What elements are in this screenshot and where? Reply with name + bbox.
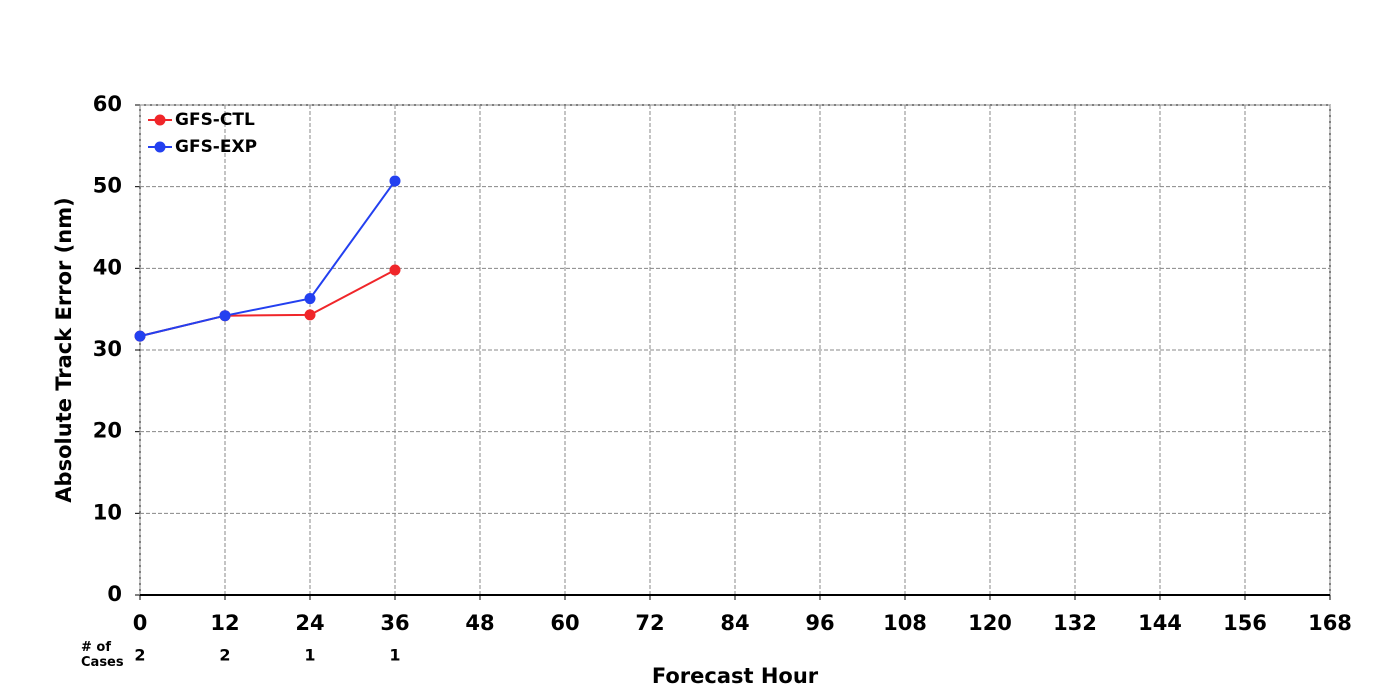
- data-point: [219, 310, 231, 322]
- cases-label: # of Cases: [81, 640, 124, 670]
- y-tick-label: 60: [93, 92, 122, 116]
- y-tick-label: 30: [93, 337, 122, 361]
- data-point: [304, 309, 316, 321]
- data-point: [389, 175, 401, 187]
- x-tick-label: 12: [210, 611, 239, 635]
- legend-marker: [154, 141, 166, 153]
- x-tick-label: 144: [1138, 611, 1182, 635]
- data-point: [304, 293, 316, 305]
- x-tick-label: 132: [1053, 611, 1097, 635]
- y-tick-label: 50: [93, 174, 122, 198]
- case-count: 1: [389, 646, 400, 665]
- legend: GFS-CTL GFS-EXP: [148, 110, 257, 157]
- x-tick-label: 84: [720, 611, 749, 635]
- data-point: [134, 330, 146, 342]
- x-tick-label: 168: [1308, 611, 1352, 635]
- y-tick-label: 20: [93, 419, 122, 443]
- x-tick-label: 72: [635, 611, 664, 635]
- x-tick-label: 156: [1223, 611, 1267, 635]
- legend-marker: [154, 114, 166, 126]
- data-point: [389, 264, 401, 276]
- x-tick-label: 48: [465, 611, 494, 635]
- x-tick-label: 24: [295, 611, 324, 635]
- x-tick-label: 36: [380, 611, 409, 635]
- x-tick-label: 96: [805, 611, 834, 635]
- legend-label: GFS-CTL: [175, 110, 255, 130]
- case-count: 2: [134, 646, 145, 665]
- x-tick-label: 0: [133, 611, 148, 635]
- y-axis-label: Absolute Track Error (nm): [52, 197, 76, 502]
- legend-label: GFS-EXP: [175, 137, 257, 157]
- y-tick-label: 10: [93, 500, 122, 524]
- x-tick-label: 60: [550, 611, 579, 635]
- case-count: 2: [219, 646, 230, 665]
- case-count: 1: [304, 646, 315, 665]
- series-line: [139, 180, 396, 338]
- x-axis-label: Forecast Hour: [652, 664, 819, 688]
- y-tick-label: 40: [93, 255, 122, 279]
- x-tick-label: 108: [883, 611, 927, 635]
- x-tick-label: 120: [968, 611, 1012, 635]
- y-tick-label: 0: [107, 582, 122, 606]
